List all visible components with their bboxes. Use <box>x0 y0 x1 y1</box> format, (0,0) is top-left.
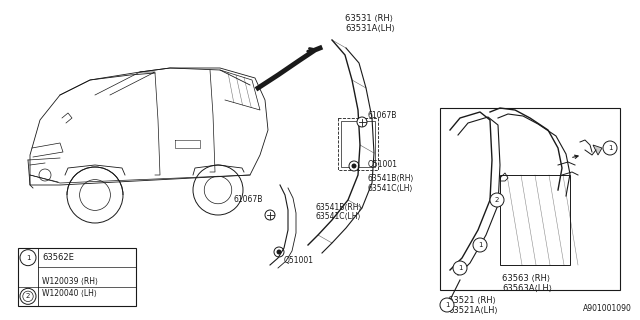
Circle shape <box>265 210 275 220</box>
Text: 61067B: 61067B <box>233 196 262 204</box>
Text: A901001090: A901001090 <box>583 304 632 313</box>
Circle shape <box>440 298 454 312</box>
Circle shape <box>20 288 36 304</box>
Text: Q51001: Q51001 <box>284 255 314 265</box>
Text: 63531 ⟨RH⟩: 63531 ⟨RH⟩ <box>345 13 393 22</box>
Text: 63521 ⟨RH⟩: 63521 ⟨RH⟩ <box>448 295 496 305</box>
Circle shape <box>357 117 367 127</box>
Bar <box>341 121 375 167</box>
Circle shape <box>453 261 467 275</box>
Text: 63541B⟨RH⟩: 63541B⟨RH⟩ <box>368 173 415 182</box>
Bar <box>440 108 620 290</box>
Text: W120040 ⟨LH⟩: W120040 ⟨LH⟩ <box>42 289 97 298</box>
Text: 63562E: 63562E <box>42 253 74 262</box>
Text: W120039 ⟨RH⟩: W120039 ⟨RH⟩ <box>42 277 98 286</box>
Text: 2: 2 <box>26 293 30 299</box>
Text: 63541B⟨RH⟩: 63541B⟨RH⟩ <box>315 203 362 212</box>
Circle shape <box>351 164 356 169</box>
Text: 1: 1 <box>458 265 462 271</box>
Text: 1: 1 <box>608 145 612 151</box>
Circle shape <box>274 247 284 257</box>
Text: 63521A⟨LH⟩: 63521A⟨LH⟩ <box>448 306 498 315</box>
Bar <box>18 248 136 306</box>
Text: 63541C⟨LH⟩: 63541C⟨LH⟩ <box>368 183 413 193</box>
Circle shape <box>603 141 617 155</box>
Text: 63541C⟨LH⟩: 63541C⟨LH⟩ <box>315 212 360 220</box>
Text: 63563A⟨LH⟩: 63563A⟨LH⟩ <box>502 284 552 292</box>
Text: 1: 1 <box>445 302 449 308</box>
Text: 63531A⟨LH⟩: 63531A⟨LH⟩ <box>345 23 395 33</box>
Circle shape <box>276 250 282 254</box>
Text: 1: 1 <box>477 242 483 248</box>
Circle shape <box>490 193 504 207</box>
Text: 2: 2 <box>495 197 499 203</box>
Text: Q51001: Q51001 <box>368 159 398 169</box>
Circle shape <box>473 238 487 252</box>
Circle shape <box>349 161 359 171</box>
Bar <box>500 175 570 265</box>
Polygon shape <box>593 145 602 155</box>
Circle shape <box>20 250 36 266</box>
Text: 1: 1 <box>26 255 30 261</box>
Bar <box>338 118 378 170</box>
Text: 63563 ⟨RH⟩: 63563 ⟨RH⟩ <box>502 274 550 283</box>
Text: 61067B: 61067B <box>368 111 397 121</box>
